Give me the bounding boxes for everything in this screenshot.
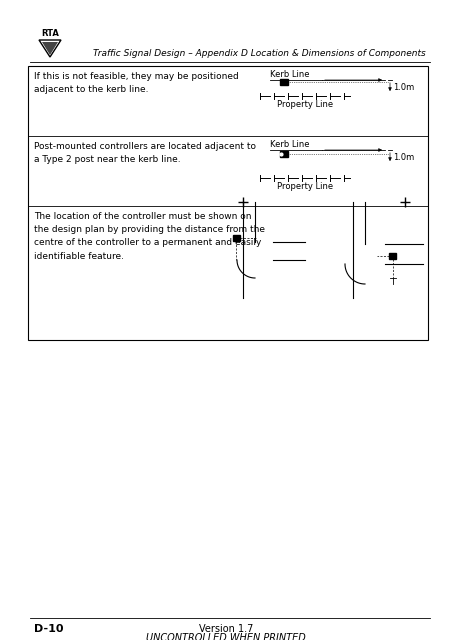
Text: Traffic Signal Design – Appendix D Location & Dimensions of Components: Traffic Signal Design – Appendix D Locat… [93, 49, 425, 58]
Text: D-10: D-10 [34, 624, 63, 634]
Text: Property Line: Property Line [276, 182, 332, 191]
Text: Post-mounted controllers are located adjacent to
a Type 2 post near the kerb lin: Post-mounted controllers are located adj… [34, 142, 255, 164]
Bar [28, 66, 427, 340]
Bar [279, 151, 287, 157]
Bar [279, 79, 287, 85]
Text: Property Line: Property Line [276, 100, 332, 109]
Text: Kerb Line: Kerb Line [269, 70, 309, 79]
Text: Version 1.7: Version 1.7 [198, 624, 253, 634]
Polygon shape [42, 42, 58, 55]
Text: 1.0m: 1.0m [392, 152, 413, 161]
Text: UNCONTROLLED WHEN PRINTED: UNCONTROLLED WHEN PRINTED [146, 633, 305, 640]
Text: The location of the controller must be shown on
the design plan by providing the: The location of the controller must be s… [34, 212, 264, 260]
Text: Kerb Line: Kerb Line [269, 140, 309, 149]
Bar [389, 253, 396, 259]
Bar [232, 235, 239, 241]
Text: RTA: RTA [41, 29, 59, 38]
Text: 1.0m: 1.0m [392, 83, 413, 92]
Text: If this is not feasible, they may be positioned
adjacent to the kerb line.: If this is not feasible, they may be pos… [34, 72, 238, 94]
